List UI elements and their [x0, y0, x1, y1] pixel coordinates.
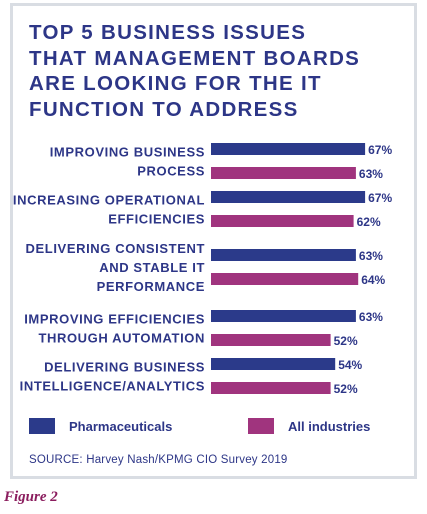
- bar-all-industries: [211, 215, 354, 227]
- figure-panel: TOP 5 BUSINESS ISSUES THAT MANAGEMENT BO…: [10, 3, 417, 479]
- legend-label-pharmaceuticals: Pharmaceuticals: [69, 418, 173, 434]
- data-label: 67%: [368, 191, 392, 205]
- data-label: 64%: [361, 273, 385, 287]
- bar-pharmaceuticals: [211, 143, 366, 155]
- data-label: 52%: [334, 382, 358, 396]
- bar-pharmaceuticals: [211, 310, 356, 322]
- data-label: 63%: [359, 249, 383, 263]
- category-label: INTELLIGENCE/ANALYTICS: [20, 379, 205, 394]
- legend-item-pharmaceuticals: Pharmaceuticals: [29, 418, 172, 434]
- bar-all-industries: [211, 382, 331, 394]
- bar-pharmaceuticals: [211, 358, 336, 370]
- data-label: 63%: [359, 310, 383, 324]
- category-label: PERFORMANCE: [97, 279, 205, 294]
- figure-label: Figure 2: [4, 489, 58, 505]
- legend: Pharmaceuticals All industries: [13, 418, 414, 438]
- legend-label-all-industries: All industries: [288, 418, 371, 434]
- bar-pharmaceuticals: [211, 249, 356, 261]
- bar-pharmaceuticals: [211, 191, 366, 203]
- category-label: DELIVERING CONSISTENT: [26, 241, 205, 256]
- chart-title: TOP 5 BUSINESS ISSUES THAT MANAGEMENT BO…: [29, 21, 361, 121]
- bar-all-industries: [211, 167, 356, 179]
- data-label: 62%: [357, 215, 381, 229]
- legend-swatch-pharmaceuticals: [29, 418, 55, 434]
- category-label: INCREASING OPERATIONAL: [13, 193, 205, 208]
- legend-item-all-industries: All industries: [248, 418, 370, 434]
- category-label: IMPROVING BUSINESS: [50, 145, 205, 160]
- data-label: 52%: [334, 334, 358, 348]
- category-label: PROCESS: [137, 164, 205, 179]
- category-label: DELIVERING BUSINESS: [44, 360, 205, 375]
- legend-swatch-all-industries: [248, 418, 274, 434]
- category-label: AND STABLE IT: [99, 260, 205, 275]
- bar-chart: IMPROVING BUSINESS PROCESS 67% 63% INCREASIN…: [13, 143, 392, 396]
- bar-all-industries: [211, 273, 359, 285]
- data-label: 67%: [368, 143, 392, 157]
- category-label: IMPROVING EFFICIENCIES: [24, 312, 205, 327]
- data-label: 54%: [338, 358, 362, 372]
- data-label: 63%: [359, 167, 383, 181]
- bar-all-industries: [211, 334, 331, 346]
- category-label: EFFICIENCIES: [108, 212, 205, 227]
- category-label: THROUGH AUTOMATION: [38, 331, 205, 346]
- source-note: SOURCE: Harvey Nash/KPMG CIO Survey 2019: [29, 454, 288, 466]
